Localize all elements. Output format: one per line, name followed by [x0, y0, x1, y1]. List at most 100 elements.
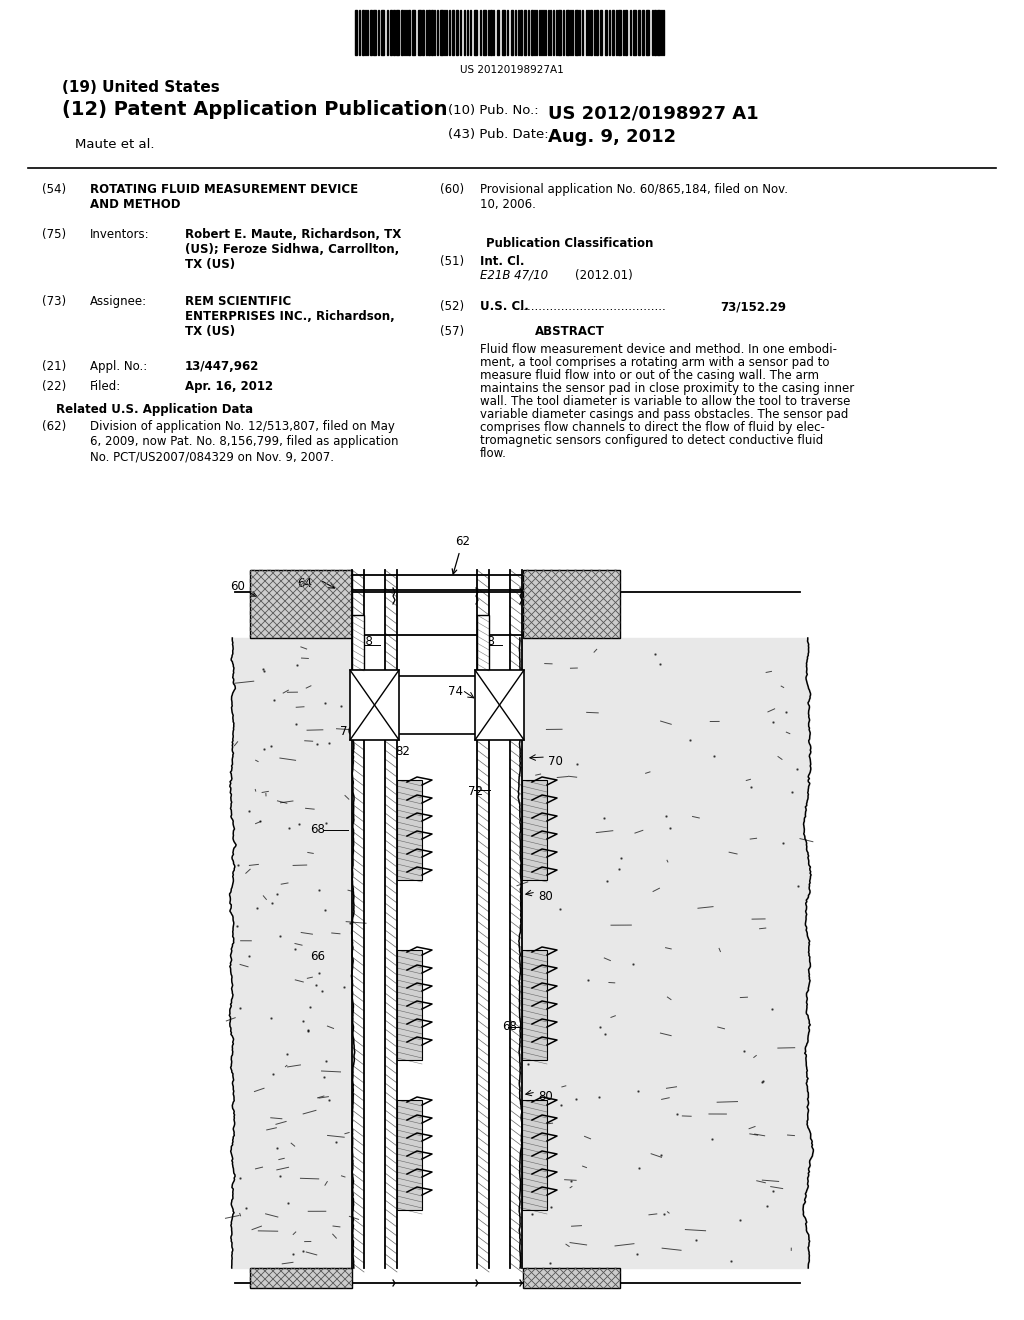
Bar — [373, 11, 376, 55]
Bar — [605, 11, 607, 55]
Bar — [490, 11, 492, 55]
Text: 80: 80 — [538, 890, 553, 903]
Text: Filed:: Filed: — [90, 380, 121, 393]
Text: Appl. No.:: Appl. No.: — [90, 360, 147, 374]
Bar — [250, 1269, 352, 1288]
Bar — [475, 671, 524, 741]
Bar — [618, 11, 621, 55]
Bar — [596, 11, 598, 55]
Bar — [497, 11, 499, 55]
Text: 78: 78 — [358, 635, 373, 648]
Text: US 20120198927A1: US 20120198927A1 — [460, 65, 564, 75]
Text: (54): (54) — [42, 183, 67, 195]
Text: (10) Pub. No.:: (10) Pub. No.: — [449, 104, 539, 117]
Bar — [408, 11, 410, 55]
Text: ........................................: ........................................ — [512, 300, 666, 313]
Bar — [440, 11, 443, 55]
Text: comprises flow channels to direct the flow of fluid by elec-: comprises flow channels to direct the fl… — [480, 421, 825, 434]
Text: variable diameter casings and pass obstacles. The sensor pad: variable diameter casings and pass obsta… — [480, 408, 848, 421]
Bar — [657, 11, 660, 55]
Text: E21B 47/10: E21B 47/10 — [480, 269, 548, 282]
Text: 74: 74 — [449, 685, 463, 698]
Bar — [522, 1100, 547, 1210]
Bar — [431, 11, 433, 55]
Text: Related U.S. Application Data: Related U.S. Application Data — [56, 403, 254, 416]
Bar — [393, 11, 395, 55]
Bar — [612, 11, 614, 55]
Text: 80: 80 — [538, 1090, 553, 1104]
Text: wall. The tool diameter is variable to allow the tool to traverse: wall. The tool diameter is variable to a… — [480, 395, 850, 408]
Text: Robert E. Maute, Richardson, TX
(US); Feroze Sidhwa, Carrollton,
TX (US): Robert E. Maute, Richardson, TX (US); Fe… — [185, 228, 401, 271]
Text: (51): (51) — [440, 255, 464, 268]
Text: (22): (22) — [42, 380, 67, 393]
Text: 82: 82 — [395, 744, 410, 758]
Bar — [397, 780, 422, 880]
Bar — [654, 11, 656, 55]
Text: (21): (21) — [42, 360, 67, 374]
Bar — [520, 11, 522, 55]
Text: Aug. 9, 2012: Aug. 9, 2012 — [548, 128, 676, 147]
Bar — [642, 11, 644, 55]
Text: US 2012/0198927 A1: US 2012/0198927 A1 — [548, 104, 759, 121]
Text: (19) United States: (19) United States — [62, 81, 220, 95]
Text: 68: 68 — [502, 1020, 517, 1034]
Bar — [477, 615, 489, 671]
Text: (52): (52) — [440, 300, 464, 313]
Text: 62: 62 — [453, 535, 470, 574]
Bar — [250, 570, 352, 638]
Bar — [418, 11, 421, 55]
Text: (75): (75) — [42, 228, 67, 242]
Bar — [456, 11, 458, 55]
Text: 64: 64 — [297, 577, 312, 590]
Bar — [397, 1100, 422, 1210]
Text: Maute et al.: Maute et al. — [75, 139, 155, 150]
Bar — [523, 1269, 620, 1288]
Bar — [370, 11, 372, 55]
Text: U.S. Cl.: U.S. Cl. — [480, 300, 528, 313]
Bar — [474, 11, 477, 55]
Bar — [422, 11, 424, 55]
Text: Inventors:: Inventors: — [90, 228, 150, 242]
Text: Provisional application No. 60/865,184, filed on Nov.
10, 2006.: Provisional application No. 60/865,184, … — [480, 183, 788, 211]
Text: (57): (57) — [440, 325, 464, 338]
Text: Int. Cl.: Int. Cl. — [480, 255, 524, 268]
Bar — [511, 11, 513, 55]
Text: (43) Pub. Date:: (43) Pub. Date: — [449, 128, 549, 141]
Bar — [396, 11, 399, 55]
Text: (12) Patent Application Publication: (12) Patent Application Publication — [62, 100, 447, 119]
Text: (73): (73) — [42, 294, 67, 308]
Text: ABSTRACT: ABSTRACT — [536, 325, 605, 338]
Bar — [390, 11, 392, 55]
Bar — [362, 11, 364, 55]
Text: tromagnetic sensors configured to detect conductive fluid: tromagnetic sensors configured to detect… — [480, 434, 823, 447]
Text: 66: 66 — [310, 950, 325, 964]
Bar — [638, 11, 640, 55]
Bar — [381, 11, 384, 55]
Bar — [355, 11, 357, 55]
Bar — [558, 11, 561, 55]
Text: (62): (62) — [42, 420, 67, 433]
Text: Fluid flow measurement device and method. In one embodi-: Fluid flow measurement device and method… — [480, 343, 837, 356]
Bar — [523, 570, 620, 638]
Text: 60: 60 — [230, 579, 256, 597]
Text: ment, a tool comprises a rotating arm with a sensor pad to: ment, a tool comprises a rotating arm wi… — [480, 356, 829, 370]
Text: 73/152.29: 73/152.29 — [720, 300, 786, 313]
Bar — [600, 11, 602, 55]
Text: 76: 76 — [340, 725, 355, 738]
Bar — [352, 615, 364, 671]
Bar — [633, 11, 636, 55]
Bar — [566, 11, 569, 55]
Bar — [522, 950, 547, 1060]
Bar — [397, 950, 422, 1060]
Bar — [531, 11, 534, 55]
Text: REM SCIENTIFIC
ENTERPRISES INC., Richardson,
TX (US): REM SCIENTIFIC ENTERPRISES INC., Richard… — [185, 294, 394, 338]
Text: 13/447,962: 13/447,962 — [185, 360, 259, 374]
Text: ROTATING FLUID MEASUREMENT DEVICE
AND METHOD: ROTATING FLUID MEASUREMENT DEVICE AND ME… — [90, 183, 358, 211]
Bar — [625, 11, 627, 55]
Text: Division of application No. 12/513,807, filed on May
6, 2009, now Pat. No. 8,156: Division of application No. 12/513,807, … — [90, 420, 398, 463]
Text: Publication Classification: Publication Classification — [486, 238, 653, 249]
Bar — [522, 780, 547, 880]
Bar — [524, 11, 526, 55]
Text: 76: 76 — [484, 725, 499, 738]
Bar — [401, 11, 403, 55]
